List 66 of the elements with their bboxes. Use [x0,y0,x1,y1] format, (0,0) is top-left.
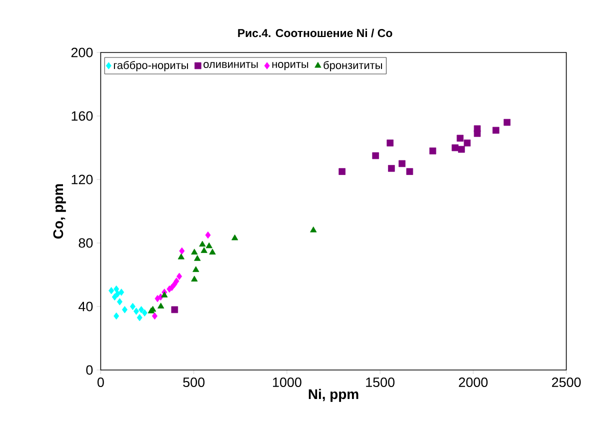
point [194,255,201,261]
point [406,168,414,175]
point [191,276,198,282]
point [116,298,122,306]
point [456,134,464,142]
point [338,168,346,175]
x-tick-label: 2500 [552,378,581,388]
x-tick-label: 1000 [273,378,302,388]
point [118,288,124,296]
x-axis-title: Ni, ppm [308,388,358,402]
point [192,266,200,272]
x-tick-label: 0 [97,378,104,388]
point [114,312,120,320]
legend-label: оливиниты [204,62,258,68]
point [429,148,436,154]
point [209,248,216,255]
point [152,312,158,320]
point [178,253,184,260]
y-tick-label: 200 [71,48,93,58]
point [114,290,120,298]
point [464,140,471,146]
point [108,287,114,294]
point [388,164,395,172]
point [138,306,144,314]
point [205,231,211,239]
point [372,152,379,160]
point [504,118,510,126]
x-tick-label: 1500 [366,378,394,388]
point [134,308,140,315]
point [492,126,500,134]
y-tick-label: 160 [72,111,93,121]
y-tick-label: 40 [78,302,93,312]
x-tick-label: 500 [183,378,205,388]
point [158,302,164,308]
point [154,294,160,302]
point [171,306,178,314]
point [112,293,118,301]
legend-label: габбро-нориты [114,60,188,72]
point [122,306,128,314]
y-tick-label: 80 [78,238,93,248]
point [114,285,120,293]
point [231,234,238,240]
point [200,247,208,253]
point [166,285,172,293]
point [458,146,465,153]
point [161,292,168,298]
point [452,144,459,152]
point [199,240,206,247]
point [474,130,481,137]
point [130,302,136,310]
point [136,314,142,322]
y-axis-title: Co, ppm [53,184,66,239]
point [206,242,212,248]
y-tick-label: 120 [72,174,93,184]
point [142,309,148,316]
point [398,160,406,168]
chart-title: Рис.4. Соотношение Ni / Co [238,28,392,38]
legend-label: бронзититы [324,60,382,72]
y-tick-label: 0 [86,365,93,375]
point [191,248,198,255]
point [179,247,185,255]
point [310,226,317,232]
x-tick-label: 2000 [458,378,488,388]
point [386,140,394,146]
legend-label: нориты [272,62,308,70]
point [176,272,182,280]
